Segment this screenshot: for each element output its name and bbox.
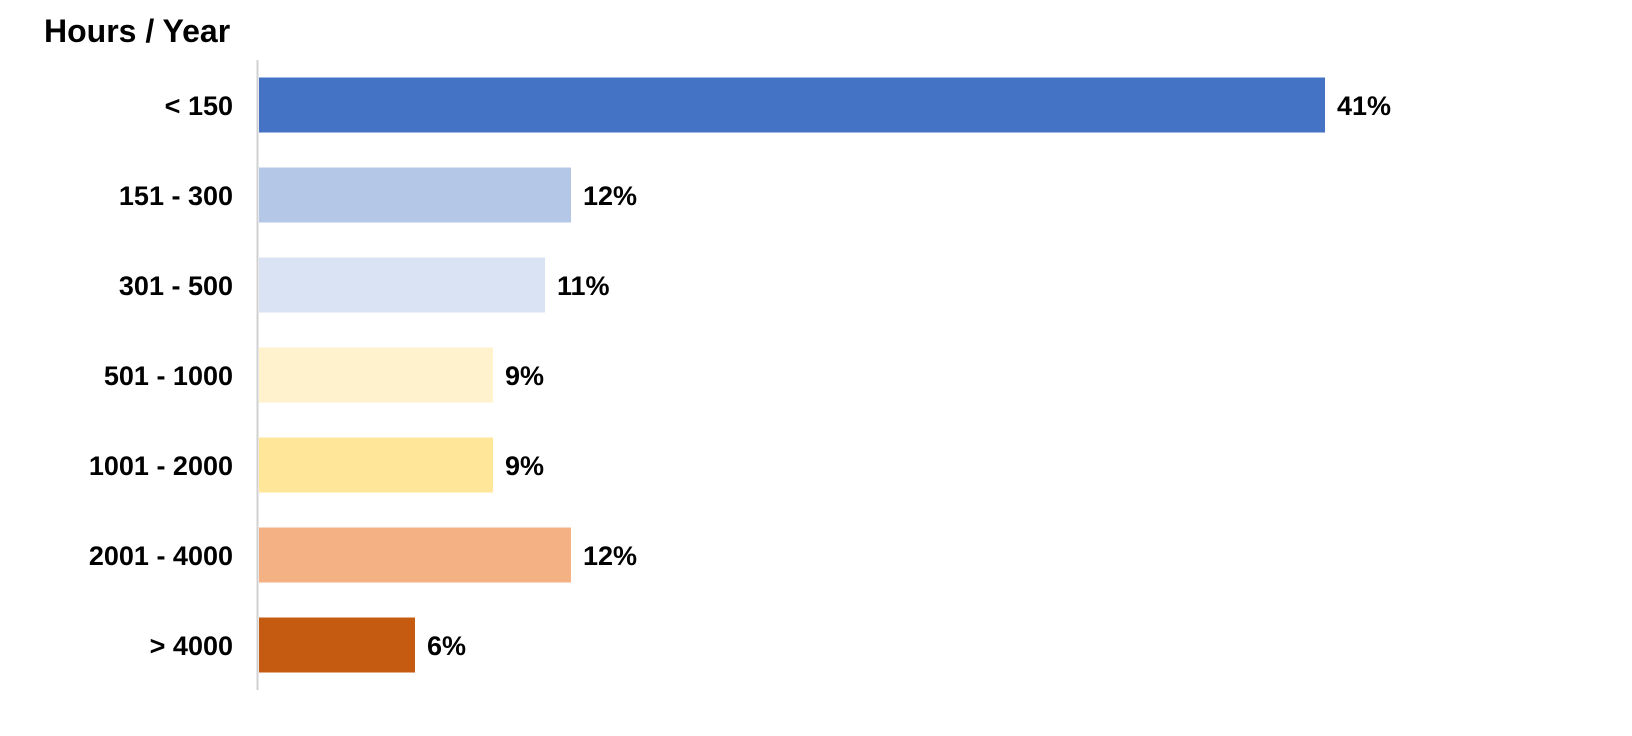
category-label-4: 1001 - 2000: [89, 451, 233, 481]
chart-title: Hours / Year: [44, 13, 230, 49]
value-label-4: 9%: [505, 451, 544, 481]
category-label-6: > 4000: [150, 631, 233, 661]
value-labels-group: 41% 12% 11% 9% 9% 12% 6%: [427, 91, 1391, 661]
value-label-3: 9%: [505, 361, 544, 391]
bars-group: [259, 77, 1325, 673]
bar-5: [259, 527, 571, 583]
value-label-1: 12%: [583, 181, 637, 211]
bar-3: [259, 347, 493, 403]
category-label-1: 151 - 300: [119, 181, 233, 211]
value-label-6: 6%: [427, 631, 466, 661]
category-label-0: < 150: [165, 91, 233, 121]
category-labels-group: < 150 151 - 300 301 - 500 501 - 1000 1001 - …: [89, 91, 233, 661]
bar-4: [259, 437, 493, 493]
bar-6: [259, 617, 415, 673]
category-label-5: 2001 - 4000: [89, 541, 233, 571]
bar-1: [259, 167, 571, 223]
value-label-5: 12%: [583, 541, 637, 571]
bar-2: [259, 257, 545, 313]
value-label-0: 41%: [1337, 91, 1391, 121]
category-label-2: 301 - 500: [119, 271, 233, 301]
bar-0: [259, 77, 1325, 133]
value-label-2: 11%: [557, 271, 610, 301]
category-label-3: 501 - 1000: [104, 361, 233, 391]
